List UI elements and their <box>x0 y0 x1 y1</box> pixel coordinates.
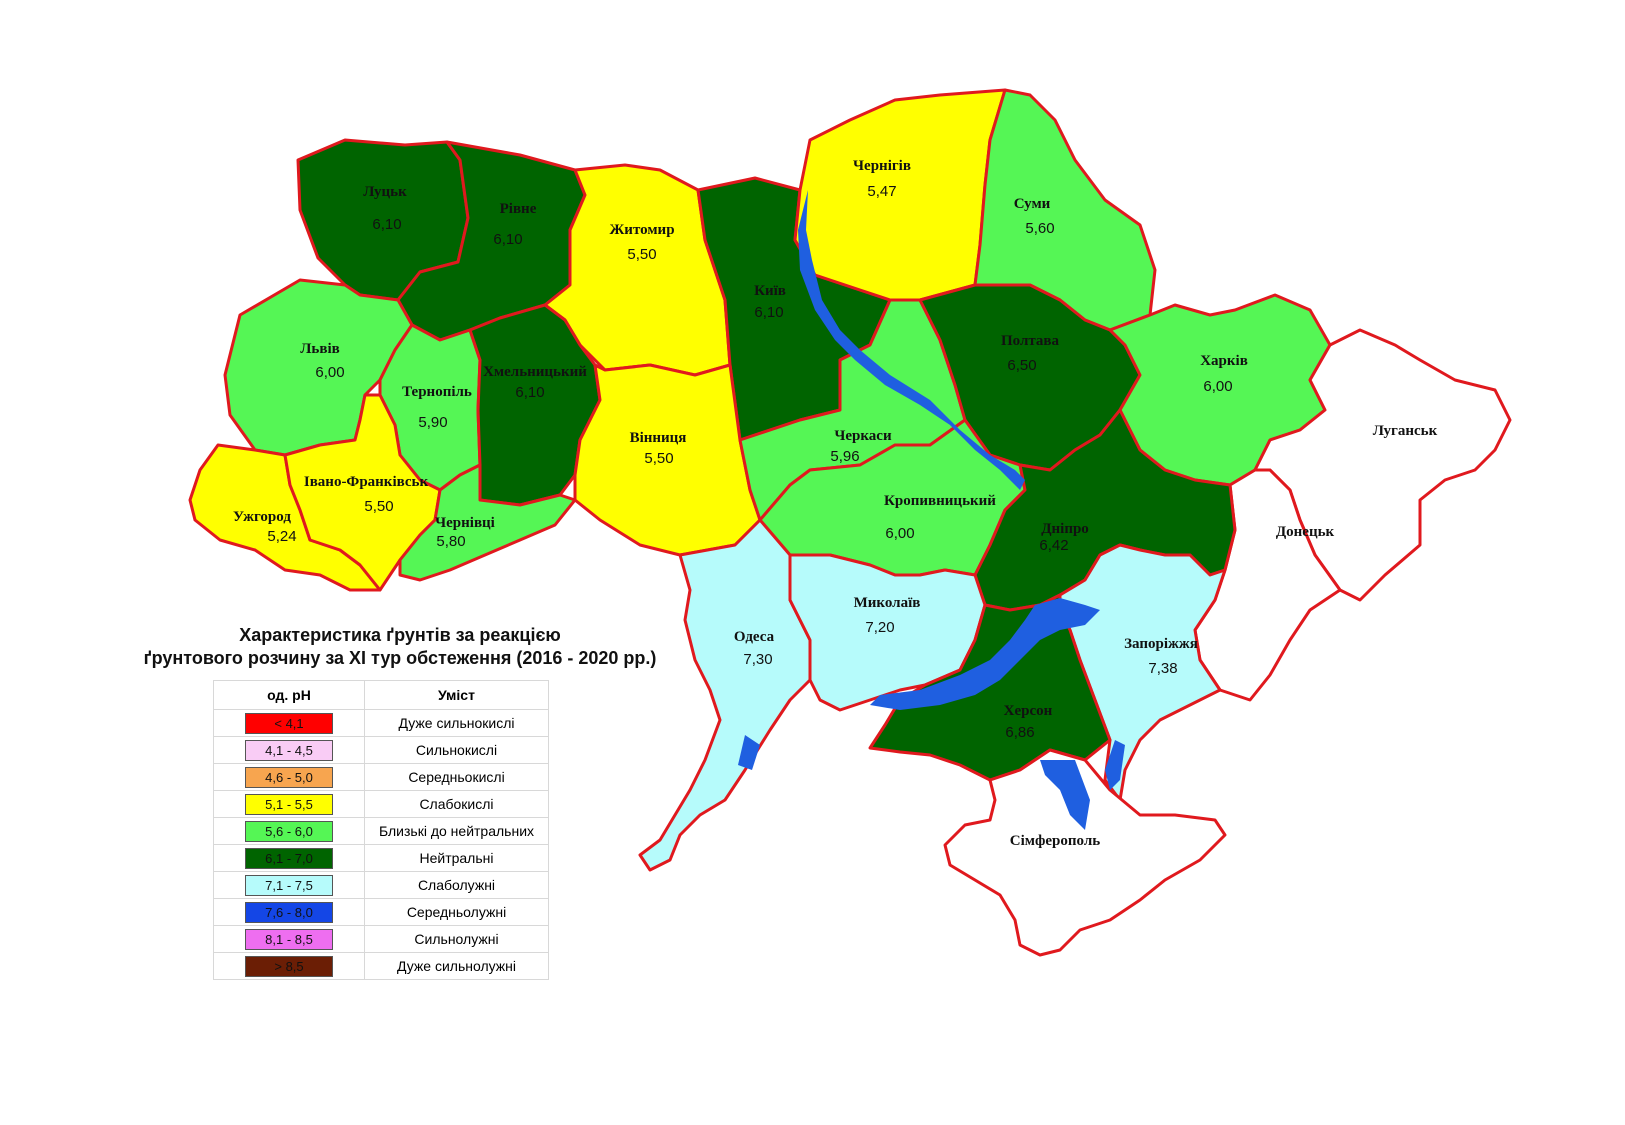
region-chernihiv[interactable] <box>793 88 1007 302</box>
value-chernivtsi: 5,80 <box>436 533 465 550</box>
legend-swatch: 7,6 - 8,0 <box>245 901 333 923</box>
value-lutsk: 6,10 <box>372 216 401 233</box>
label-zaporizhzhia: Запоріжжя <box>1124 636 1198 652</box>
legend-row: 4,1 - 4,5 Сильнокислі <box>213 736 549 764</box>
legend-label: Слабокислі <box>364 790 549 818</box>
region-chernivtsi[interactable] <box>398 463 577 582</box>
legend-label: Сильнолужні <box>364 925 549 953</box>
value-odesa: 7,30 <box>743 651 772 668</box>
legend-swatch: 4,1 - 4,5 <box>245 739 333 761</box>
label-kherson: Херсон <box>1004 703 1053 719</box>
legend-row: 7,1 - 7,5 Слаболужні <box>213 871 549 899</box>
value-poltava: 6,50 <box>1007 357 1036 374</box>
label-kyiv: Київ <box>754 283 786 299</box>
legend-row: > 8,5 Дуже сильнолужні <box>213 952 549 980</box>
label-khmelnytskyi: Хмельницький <box>483 364 587 380</box>
legend-swatch: 8,1 - 8,5 <box>245 928 333 950</box>
value-kropyvnytskyi: 6,00 <box>885 525 914 542</box>
value-mykolaiv: 7,20 <box>865 619 894 636</box>
value-uzhhorod: 5,24 <box>267 528 296 545</box>
region-odesa[interactable] <box>638 518 812 872</box>
label-uzhhorod: Ужгород <box>233 509 291 525</box>
region-labels: Луцьк 6,10 Рівне 6,10 Житомир 5,50 Київ … <box>233 158 1438 849</box>
value-kherson: 6,86 <box>1005 724 1034 741</box>
label-sumy: Суми <box>1014 196 1051 212</box>
legend-label: Сильнокислі <box>364 736 549 764</box>
label-vinnytsia: Вінниця <box>630 430 687 446</box>
value-kharkiv: 6,00 <box>1203 378 1232 395</box>
label-luhansk: Луганськ <box>1373 423 1438 439</box>
value-kyiv: 6,10 <box>754 304 783 321</box>
kakhovka-reservoir <box>870 598 1100 710</box>
legend-label: Середньолужні <box>364 898 549 926</box>
legend-label: Середньокислі <box>364 763 549 791</box>
value-ivano-frankivsk: 5,50 <box>364 498 393 515</box>
legend-row: 5,6 - 6,0 Близькі до нейтральних <box>213 817 549 845</box>
legend-table: од. рН Уміст < 4,1 Дуже сильнокислі 4,1 -… <box>213 680 549 980</box>
label-chernivtsi: Чернівці <box>435 515 495 531</box>
legend-title: Характеристика ґрунтів за реакцією ґрунт… <box>140 624 660 670</box>
sivash <box>1040 760 1090 830</box>
legend-header-row: од. рН Уміст <box>213 680 549 710</box>
value-dnipro: 6,42 <box>1039 537 1068 554</box>
legend-row: < 4,1 Дуже сильнокислі <box>213 709 549 737</box>
legend-row: 7,6 - 8,0 Середньолужні <box>213 898 549 926</box>
legend-swatch: 7,1 - 7,5 <box>245 874 333 896</box>
label-mykolaiv: Миколаїв <box>854 595 921 611</box>
legend-header-ph: од. рН <box>213 680 365 710</box>
legend-header-content: Уміст <box>364 680 549 710</box>
region-simferopol[interactable] <box>943 748 1227 957</box>
legend-row: 8,1 - 8,5 Сильнолужні <box>213 925 549 953</box>
legend-label: Дуже сильнолужні <box>364 952 549 980</box>
value-chernihiv: 5,47 <box>867 183 896 200</box>
value-sumy: 5,60 <box>1025 220 1054 237</box>
label-simferopol: Сімферополь <box>1010 833 1100 849</box>
legend-title-line-1: Характеристика ґрунтів за реакцією <box>239 625 561 645</box>
legend-row: 6,1 - 7,0 Нейтральні <box>213 844 549 872</box>
dnipro-river <box>798 190 1025 490</box>
label-rivne: Рівне <box>500 201 537 217</box>
label-cherkasy: Черкаси <box>834 428 892 444</box>
legend-row: 5,1 - 5,5 Слабокислі <box>213 790 549 818</box>
label-odesa: Одеса <box>734 629 775 645</box>
legend-swatch: 4,6 - 5,0 <box>245 766 333 788</box>
value-lviv: 6,00 <box>315 364 344 381</box>
value-ternopil: 5,90 <box>418 414 447 431</box>
region-luhansk[interactable] <box>1253 328 1512 602</box>
legend-label: Нейтральні <box>364 844 549 872</box>
legend-swatch: > 8,5 <box>245 955 333 977</box>
label-dnipro: Дніпро <box>1041 521 1089 537</box>
legend-title-line-2: ґрунтового розчину за XI тур обстеження … <box>143 648 657 668</box>
molochnyi-estuary <box>1105 740 1125 790</box>
value-rivne: 6,10 <box>493 231 522 248</box>
legend-label: Дуже сильнокислі <box>364 709 549 737</box>
value-khmelnytskyi: 6,10 <box>515 384 544 401</box>
label-zhytomyr: Житомир <box>609 222 674 238</box>
legend-swatch: 5,1 - 5,5 <box>245 793 333 815</box>
label-lviv: Львів <box>300 341 339 357</box>
label-poltava: Полтава <box>1001 333 1060 349</box>
label-ternopil: Тернопіль <box>402 384 472 400</box>
legend-label: Близькі до нейтральних <box>364 817 549 845</box>
value-vinnytsia: 5,50 <box>644 450 673 467</box>
value-cherkasy: 5,96 <box>830 448 859 465</box>
label-lutsk: Луцьк <box>363 184 407 200</box>
label-ivano-frankivsk: Івано-Франківськ <box>304 474 429 490</box>
dniester-estuary <box>738 735 760 770</box>
legend-swatch: < 4,1 <box>245 712 333 734</box>
legend-label: Слаболужні <box>364 871 549 899</box>
label-kharkiv: Харків <box>1200 353 1248 369</box>
label-donetsk: Донецьк <box>1276 524 1335 540</box>
label-kropyvnytskyi: Кропивницький <box>884 493 996 509</box>
value-zhytomyr: 5,50 <box>627 246 656 263</box>
value-zaporizhzhia: 7,38 <box>1148 660 1177 677</box>
legend-row: 4,6 - 5,0 Середньокислі <box>213 763 549 791</box>
label-chernihiv: Чернігів <box>853 158 911 174</box>
legend-swatch: 5,6 - 6,0 <box>245 820 333 842</box>
legend-swatch: 6,1 - 7,0 <box>245 847 333 869</box>
